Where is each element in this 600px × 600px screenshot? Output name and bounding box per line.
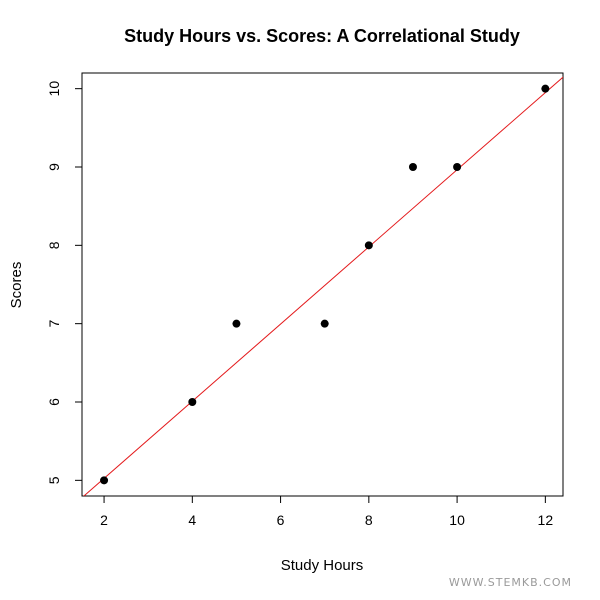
data-point-2 [188,398,197,406]
y-tick-label: 7 [46,320,62,328]
data-point-4 [320,319,329,328]
data-point-6 [408,163,417,171]
y-tick-label: 5 [46,476,62,484]
data-point-3 [232,319,241,328]
data-point-5 [364,241,373,250]
y-tick-label: 8 [46,241,62,249]
data-point-1 [100,476,109,485]
x-tick-label: 10 [449,512,465,528]
regression-line [83,76,563,496]
x-tick-label: 8 [365,512,373,528]
y-tick-label: 9 [46,163,62,171]
y-axis-label: Scores [8,262,25,309]
x-tick-label: 4 [188,512,196,528]
x-tick-label: 6 [277,512,285,528]
x-axis-label: Study Hours [281,557,364,574]
data-point-7 [453,163,462,171]
plot-frame [81,72,564,497]
x-tick-label: 2 [100,512,108,528]
watermark: WWW.STEMKB.COM [449,576,572,589]
y-tick-label: 10 [46,81,62,97]
data-point-8 [541,84,550,93]
x-tick-label: 12 [538,512,554,528]
y-tick-label: 6 [46,398,62,406]
chart-title: Study Hours vs. Scores: A Correlational … [124,26,520,46]
